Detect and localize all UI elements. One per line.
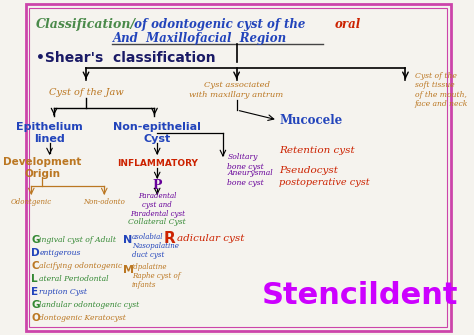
- Text: Paradental
cyst and
Paradental cyst: Paradental cyst and Paradental cyst: [130, 192, 185, 218]
- Text: Mucocele: Mucocele: [280, 114, 343, 127]
- Text: L: L: [31, 274, 38, 284]
- Text: Classification/: Classification/: [36, 17, 136, 30]
- Text: ruption Cyst: ruption Cyst: [39, 288, 88, 296]
- Text: adicular cyst: adicular cyst: [177, 233, 245, 243]
- Text: dontogenic Keratocyst: dontogenic Keratocyst: [39, 314, 127, 322]
- Text: O: O: [31, 313, 40, 323]
- Text: And  Maxillofacial  Region: And Maxillofacial Region: [113, 31, 288, 45]
- Text: landular odontogenic cyst: landular odontogenic cyst: [39, 301, 140, 309]
- Text: E: E: [31, 287, 38, 297]
- Text: Retention cyst: Retention cyst: [280, 145, 355, 154]
- Text: Pseudocyst: Pseudocyst: [280, 165, 338, 175]
- Text: Solitary
bone cyst: Solitary bone cyst: [228, 153, 264, 171]
- Text: D: D: [31, 248, 40, 258]
- Text: •Shear's  classification: •Shear's classification: [36, 51, 216, 65]
- Text: G: G: [31, 300, 40, 310]
- Text: M: M: [122, 265, 134, 275]
- Text: G: G: [31, 235, 40, 245]
- Text: Epithelium
lined: Epithelium lined: [16, 122, 83, 144]
- Text: N: N: [122, 235, 132, 245]
- Text: postoperative cyst: postoperative cyst: [280, 178, 370, 187]
- Text: Odontgenic: Odontgenic: [11, 198, 52, 206]
- Text: Stencildent: Stencildent: [262, 280, 458, 310]
- Text: R: R: [164, 230, 175, 246]
- Text: idpalatine
Raphe cyst of
infants: idpalatine Raphe cyst of infants: [132, 263, 180, 289]
- Text: alcifying odontogenic: alcifying odontogenic: [39, 262, 123, 270]
- Text: Non-epithelial
Cyst: Non-epithelial Cyst: [113, 122, 201, 144]
- Text: ateral Periodontal: ateral Periodontal: [39, 275, 109, 283]
- Text: entigerous: entigerous: [39, 249, 81, 257]
- Text: Development
Origin: Development Origin: [3, 157, 82, 179]
- Text: ingival cyst of Adult: ingival cyst of Adult: [39, 236, 117, 244]
- Text: of odontogenic cyst of the: of odontogenic cyst of the: [130, 17, 310, 30]
- Text: Cyst of the Jaw: Cyst of the Jaw: [49, 87, 123, 96]
- Text: Collateral Cyst: Collateral Cyst: [128, 218, 186, 226]
- Text: INFLAMMATORY: INFLAMMATORY: [117, 158, 198, 168]
- Text: Cyst of the
soft tissue
of the mouth,
face and neck: Cyst of the soft tissue of the mouth, fa…: [415, 72, 468, 108]
- Text: Non-odonto: Non-odonto: [83, 198, 125, 206]
- Text: Aneurysmal
bone cyst: Aneurysmal bone cyst: [228, 170, 273, 187]
- Text: P: P: [153, 179, 162, 192]
- Text: asolabial
Nasopalatine
duct cyst: asolabial Nasopalatine duct cyst: [132, 233, 179, 259]
- Text: Cyst associated
with maxillary antrum: Cyst associated with maxillary antrum: [190, 81, 284, 98]
- Text: oral: oral: [334, 17, 361, 30]
- Text: C: C: [31, 261, 39, 271]
